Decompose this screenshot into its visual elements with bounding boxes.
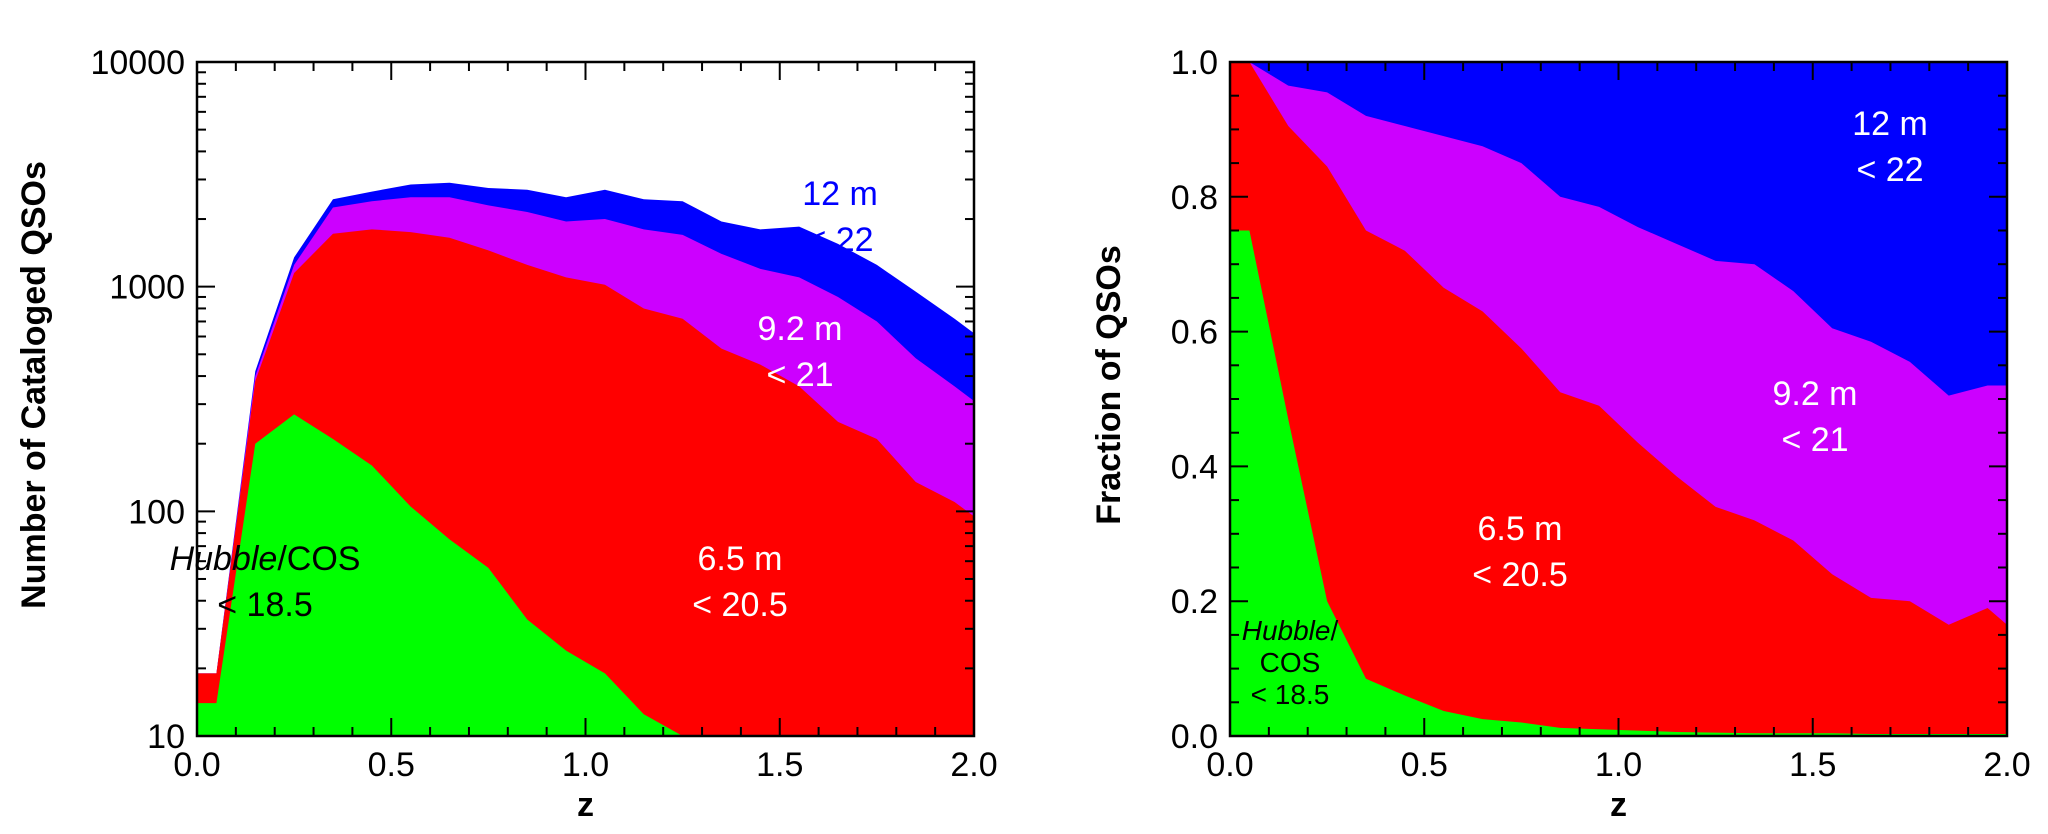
area-layers	[197, 182, 974, 736]
x-tick-label: 1.5	[756, 746, 803, 784]
x-tick-label: 1.0	[1595, 746, 1642, 784]
x-tick-label: 2.0	[1983, 746, 2030, 784]
area-series-2	[1230, 62, 2007, 736]
x-axis-label: z	[577, 786, 594, 824]
y-axis-label: Number of Cataloged QSOs	[15, 161, 53, 609]
y-tick-label: 0.2	[1171, 583, 1218, 621]
tick-marks	[196, 61, 975, 737]
svg-text:COS: COS	[1260, 647, 1321, 678]
x-tick-label: 2.0	[950, 746, 997, 784]
y-tick-label: 10000	[90, 44, 185, 82]
tick-marks	[1229, 61, 2008, 737]
svg-text:6.5 m: 6.5 m	[697, 540, 782, 578]
x-tick-label: 0.0	[1206, 746, 1253, 784]
svg-text:12 m: 12 m	[802, 175, 878, 213]
y-tick-label: 0.4	[1171, 448, 1218, 486]
svg-text:< 18.5: < 18.5	[217, 586, 312, 624]
series-annotation: 6.5 m < 20.5	[692, 540, 787, 624]
svg-text:12 m: 12 m	[1852, 105, 1928, 143]
y-tick-label: 0.0	[1171, 718, 1218, 756]
svg-text:< 22: < 22	[806, 221, 873, 259]
series-annotation: 9.2 m < 21	[1772, 375, 1857, 459]
svg-text:< 20.5: < 20.5	[1472, 556, 1567, 594]
svg-text:< 21: < 21	[1781, 421, 1848, 459]
y-tick-label: 10	[147, 718, 185, 756]
svg-text:Hubble/: Hubble/	[1242, 615, 1339, 646]
y-tick-label: 0.6	[1171, 314, 1218, 352]
x-tick-label: 0.5	[1401, 746, 1448, 784]
x-tick-label: 1.5	[1789, 746, 1836, 784]
series-annotation: 9.2 m < 21	[757, 310, 842, 394]
svg-text:9.2 m: 9.2 m	[1772, 375, 1857, 413]
series-annotation: Hubble/COS < 18.5	[170, 540, 361, 624]
series-annotation: 12 m < 22	[1852, 105, 1928, 189]
svg-text:6.5 m: 6.5 m	[1477, 510, 1562, 548]
right-chart-panel: 0.0 0.5 1.0 1.5 2.00.00.20.40.60.81.0zFracti…	[1090, 44, 2031, 824]
svg-text:< 21: < 21	[766, 356, 833, 394]
y-tick-label: 0.8	[1171, 179, 1218, 217]
left-chart-panel: 0.0 0.5 1.0 1.5 2.0 10 100 1000 10000 z Number of …	[15, 44, 998, 824]
area-series-3	[1230, 230, 2007, 736]
y-tick-label: 1.0	[1171, 44, 1218, 82]
svg-text:< 18.5: < 18.5	[1251, 679, 1330, 710]
series-annotation: 6.5 m < 20.5	[1472, 510, 1567, 594]
x-tick-label: 1.0	[562, 746, 609, 784]
y-tick-label: 100	[128, 493, 185, 531]
svg-text:< 22: < 22	[1856, 151, 1923, 189]
y-axis-label: Fraction of QSOs	[1090, 245, 1128, 525]
x-tick-label: 0.0	[173, 746, 220, 784]
x-tick-label: 0.5	[368, 746, 415, 784]
svg-text:Hubble/COS: Hubble/COS	[170, 540, 361, 578]
y-tick-label: 1000	[109, 269, 185, 307]
svg-text:< 20.5: < 20.5	[692, 586, 787, 624]
area-series-3	[197, 414, 974, 736]
series-annotation: Hubble/COS< 18.5	[1242, 615, 1339, 710]
series-annotation: 12 m < 22	[802, 175, 878, 259]
x-axis-label: z	[1610, 786, 1627, 824]
area-layers	[1230, 62, 2007, 736]
svg-text:9.2 m: 9.2 m	[757, 310, 842, 348]
